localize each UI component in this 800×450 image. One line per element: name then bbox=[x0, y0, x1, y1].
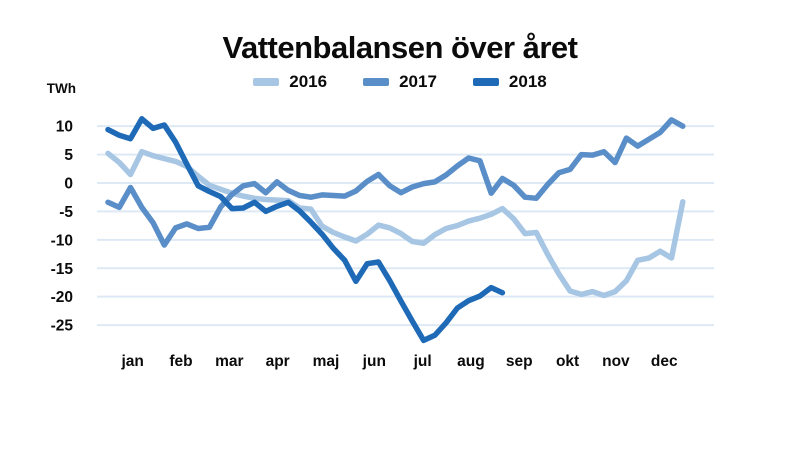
month-label-dec: dec bbox=[651, 353, 678, 370]
legend-item-2016: 2016 bbox=[253, 72, 327, 92]
x-axis-month-labels: jan feb mar apr maj jun jul aug sep okt nov dec bbox=[120, 353, 677, 370]
month-label-okt: okt bbox=[556, 353, 579, 370]
y-tick-label-5: 5 bbox=[64, 147, 73, 164]
month-label-sep: sep bbox=[506, 353, 533, 370]
month-label-jan: jan bbox=[120, 353, 143, 370]
month-label-apr: apr bbox=[266, 353, 290, 370]
month-label-maj: maj bbox=[313, 353, 340, 370]
y-tick-label-0: 0 bbox=[64, 176, 73, 193]
legend-label: 2018 bbox=[508, 72, 547, 91]
month-label-jul: jul bbox=[413, 353, 432, 370]
legend-swatch-2017 bbox=[363, 78, 390, 86]
y-tick-label-10: 10 bbox=[56, 119, 73, 136]
y-tick-label--10: -10 bbox=[51, 232, 73, 249]
line-2017 bbox=[105, 117, 686, 248]
legend-swatch-2018 bbox=[472, 78, 499, 86]
month-label-feb: feb bbox=[169, 353, 192, 370]
line-2018 bbox=[105, 116, 506, 344]
chart-title: Vattenbalansen över året bbox=[222, 30, 579, 65]
legend-item-2017: 2017 bbox=[363, 72, 437, 92]
legend-item-2018: 2018 bbox=[472, 72, 547, 92]
y-axis-unit-label: TWh bbox=[47, 81, 76, 96]
month-label-aug: aug bbox=[457, 353, 485, 370]
month-label-nov: nov bbox=[602, 353, 630, 370]
line-2016 bbox=[105, 148, 686, 299]
y-axis-tick-labels: 10 5 0 -5 -10 -15 -20 -25 bbox=[51, 119, 74, 335]
legend-label: 2017 bbox=[399, 72, 437, 91]
y-tick-label--5: -5 bbox=[59, 204, 73, 221]
legend-label: 2016 bbox=[289, 72, 328, 91]
y-tick-label--15: -15 bbox=[51, 261, 74, 278]
legend-swatch-2016 bbox=[253, 78, 280, 86]
chart-legend: 2016 2017 2018 bbox=[0, 72, 800, 92]
y-tick-label--20: -20 bbox=[51, 289, 73, 306]
month-label-jun: jun bbox=[362, 353, 386, 370]
month-label-mar: mar bbox=[215, 353, 243, 370]
y-tick-label--25: -25 bbox=[51, 318, 74, 335]
